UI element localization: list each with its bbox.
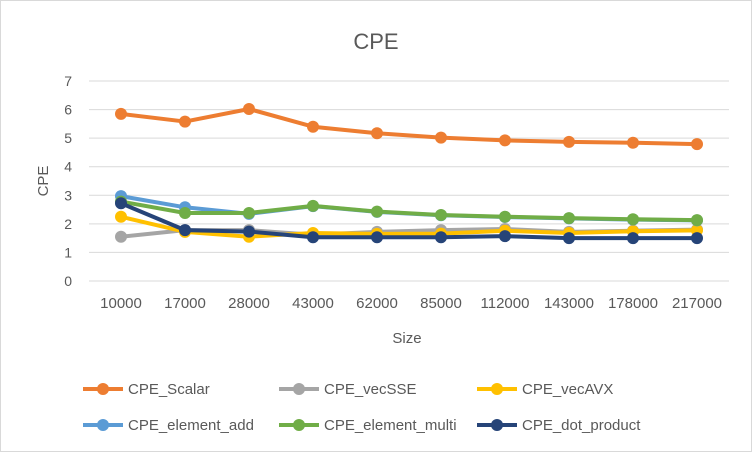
y-tick-label: 6 [64, 102, 72, 118]
legend-item: CPE_element_multi [279, 417, 457, 434]
data-point [691, 232, 703, 245]
data-point [627, 213, 639, 226]
legend-label: CPE_element_add [128, 417, 254, 434]
data-point [499, 134, 511, 147]
data-point [243, 225, 255, 238]
data-point [179, 115, 191, 128]
data-point [499, 210, 511, 223]
data-point [115, 210, 127, 223]
series-line [119, 107, 699, 147]
data-point [243, 207, 255, 219]
series-line [119, 199, 699, 223]
legend-item: CPE_vecSSE [279, 381, 417, 398]
series-cpe-scalar [115, 103, 703, 151]
y-axis-ticks: 0 1 2 3 4 5 6 7 [64, 73, 72, 289]
legend-marker [293, 383, 305, 395]
x-tick-label: 143000 [544, 295, 594, 312]
series-line [119, 194, 699, 223]
data-point [691, 138, 703, 151]
data-point [435, 209, 447, 221]
legend-label: CPE_Scalar [128, 381, 210, 398]
data-point [627, 136, 639, 149]
gridlines [89, 80, 729, 282]
data-point [371, 205, 383, 218]
data-point [115, 197, 127, 210]
data-point [307, 120, 319, 133]
x-tick-label: 10000 [100, 295, 142, 312]
data-point [563, 212, 575, 225]
x-tick-label: 112000 [481, 295, 530, 312]
x-tick-label: 28000 [228, 295, 270, 312]
legend-label: CPE_element_multi [324, 417, 457, 434]
x-tick-label: 62000 [356, 295, 398, 312]
x-axis-title: Size [392, 330, 421, 347]
legend: CPE_Scalar CPE_vecSSE CPE_vecAVX CPE_elemen… [83, 381, 641, 434]
data-point [115, 230, 127, 243]
data-point [371, 127, 383, 140]
legend-label: CPE_dot_product [522, 417, 641, 434]
series-cpe-element-multi [115, 195, 703, 227]
legend-label: CPE_vecAVX [522, 381, 613, 398]
legend-marker [491, 419, 503, 431]
x-axis-ticks: 10000 17000 28000 43000 62000 85000 112000 1430… [100, 295, 722, 312]
data-point [627, 232, 639, 245]
y-tick-label: 5 [64, 130, 72, 146]
data-point [115, 107, 127, 120]
legend-marker [491, 383, 503, 395]
x-tick-label: 85000 [420, 295, 462, 312]
series-line [119, 214, 699, 239]
y-tick-label: 0 [64, 273, 72, 289]
chart-title: CPE [353, 29, 398, 54]
legend-item: CPE_Scalar [83, 381, 210, 398]
legend-item: CPE_dot_product [477, 417, 641, 434]
data-point [307, 199, 319, 212]
data-point [499, 230, 511, 243]
y-tick-label: 7 [64, 73, 72, 89]
legend-marker [293, 419, 305, 431]
data-point [179, 224, 191, 237]
data-point [563, 135, 575, 148]
data-point [435, 131, 447, 144]
y-tick-label: 1 [64, 244, 72, 260]
y-tick-label: 3 [64, 187, 72, 203]
y-tick-label: 4 [64, 159, 72, 175]
data-point [563, 232, 575, 245]
legend-item: CPE_element_add [83, 417, 254, 434]
x-tick-label: 43000 [292, 295, 334, 312]
legend-label: CPE_vecSSE [324, 381, 417, 398]
data-point [691, 214, 703, 227]
data-point [435, 231, 447, 244]
data-point [179, 207, 191, 219]
x-tick-label: 217000 [672, 295, 722, 312]
legend-marker [97, 419, 109, 431]
legend-marker [97, 383, 109, 395]
series-lines [115, 103, 703, 245]
x-tick-label: 17000 [164, 295, 206, 312]
legend-item: CPE_vecAVX [477, 381, 613, 398]
y-tick-label: 2 [64, 216, 72, 232]
data-point [307, 231, 319, 244]
data-point [371, 231, 383, 244]
data-point [243, 103, 255, 115]
y-axis-title: CPE [35, 166, 52, 197]
series-cpe-dot-product [115, 197, 703, 245]
x-tick-label: 178000 [608, 295, 658, 312]
series-line [119, 201, 699, 241]
